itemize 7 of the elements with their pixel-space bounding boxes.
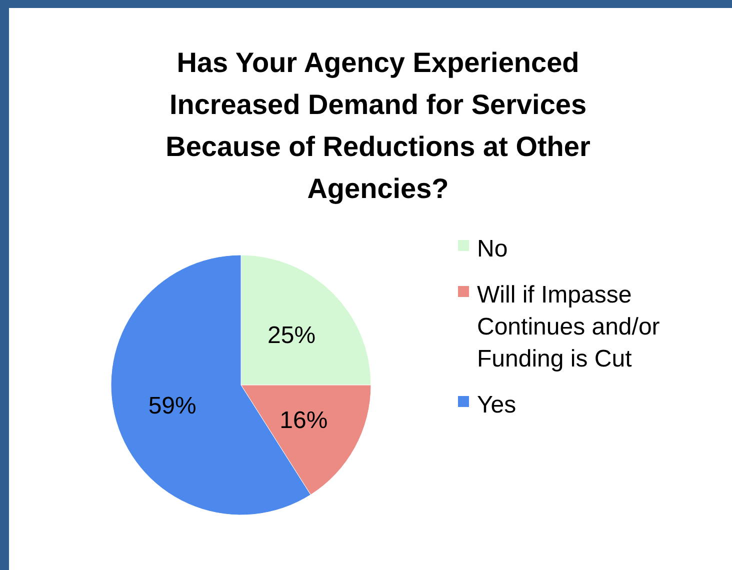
legend-label: Yes	[477, 391, 516, 418]
legend-label: Will if Impasse Continues and/or Funding is Cut	[477, 281, 660, 372]
chart-title: Has Your Agency Experienced Increased Demand for Services Because of Reductions at Other Agencies?	[166, 46, 590, 204]
data-label: 16%	[280, 406, 328, 434]
data-label: 25%	[268, 322, 316, 349]
legend-label: No	[477, 235, 508, 262]
data-label: 59%	[148, 392, 196, 420]
